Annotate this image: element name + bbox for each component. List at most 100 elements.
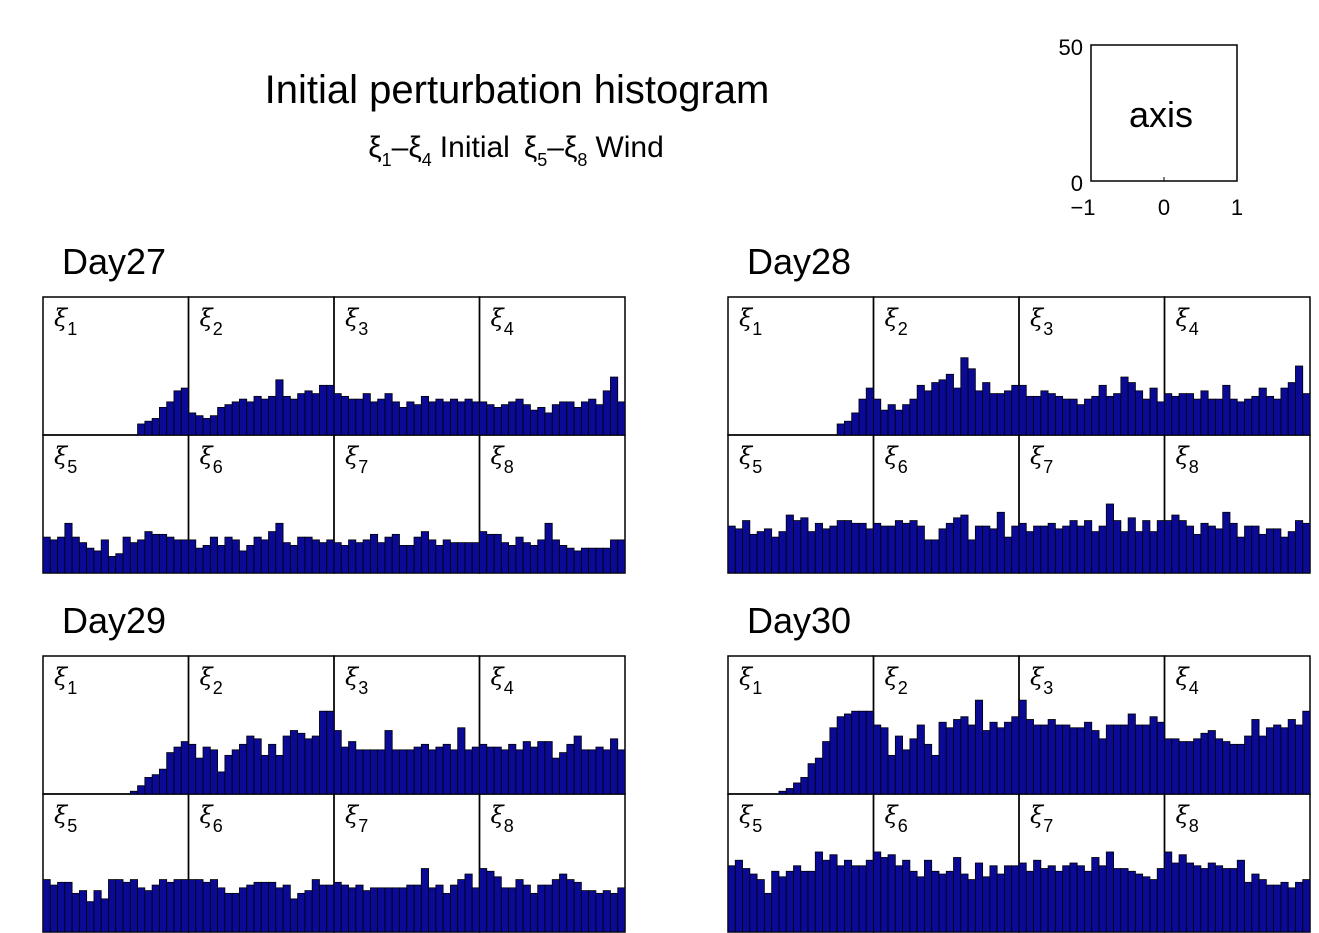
bar-day30-xi6-13 [967,879,976,933]
subtitle-sub-a: 1 [382,150,392,170]
bar-day27-xi5-18 [173,539,182,574]
bar-day30-xi7-6 [1062,865,1071,933]
bar-day29-xi2-16 [304,738,313,795]
bar-day29-xi2-14 [289,730,299,795]
bar-day29-xi5-3 [64,881,73,933]
bar-day29-xi2-4 [217,771,226,795]
bar-day28-xi8-7 [1215,528,1224,574]
bar-day28-xi3-11 [1098,384,1107,436]
bar-day29-xi3-0 [333,730,342,795]
bar-day30-xi6-7 [924,859,933,933]
subtitle-symbol-d: ξ [564,131,577,164]
bar-day28-xi6-2 [887,525,896,574]
bar-day29-xi4-3 [500,749,510,795]
bar-day28-xi8-11 [1244,525,1253,574]
subtitle-label-wind: Wind [595,131,663,164]
bar-day27-xi5-10 [115,553,124,574]
bar-day29-xi2-8 [246,735,255,795]
bar-day30-xi1-18 [858,710,867,795]
bar-day29-xi2-0 [188,743,197,795]
bar-day28-xi5-2 [742,520,751,574]
bar-day27-xi3-6 [377,398,386,436]
bar-day30-xi8-6 [1207,862,1216,933]
bar-day30-xi7-12 [1105,851,1114,933]
bar-day29-xi2-9 [253,738,262,795]
bar-day29-xi4-6 [522,741,531,795]
bar-day29-xi6-16 [304,890,313,933]
bar-day27-xi6-6 [231,539,240,574]
bar-day27-xi4-11 [559,401,568,436]
bar-day29-xi3-1 [340,746,349,795]
bar-day28-xi6-12 [960,514,969,574]
bar-day29-xi8-9 [544,884,553,933]
bar-day28-xi2-7 [924,390,933,436]
bar-day27-xi7-1 [340,545,349,574]
bar-day30-xi4-19 [1302,710,1311,795]
bar-day27-xi7-2 [348,539,357,574]
bar-day29-xi4-15 [588,749,597,795]
bar-day27-xi6-16 [304,536,313,574]
bar-day27-xi8-16 [595,547,604,574]
bar-day28-xi7-15 [1127,517,1136,574]
bar-day27-xi3-7 [384,393,393,436]
bar-day30-xi3-2 [1033,724,1042,795]
bar-day27-xi7-19 [471,542,480,574]
bar-day27-xi5-12 [129,542,138,574]
bar-day29-xi7-7 [384,887,393,933]
bar-day30-xi8-0 [1164,851,1173,933]
bar-day27-xi7-13 [428,539,437,574]
bar-day30-xi7-16 [1135,873,1144,933]
bar-day29-xi6-2 [202,881,211,933]
bar-day30-xi2-0 [873,724,882,795]
panel-label-day28-xi8: ξ8 [1176,442,1199,477]
bar-day28-xi8-14 [1265,528,1275,574]
bar-day28-xi4-4 [1193,398,1202,436]
panel-label-day27-xi4: ξ4 [491,304,514,339]
bar-day28-xi2-9 [938,379,947,436]
bar-day28-xi2-3 [894,409,904,436]
bar-day27-xi2-17 [311,393,320,436]
bar-day30-xi8-3 [1185,862,1195,933]
bar-day29-xi5-13 [137,887,146,933]
bar-day29-xi7-17 [457,879,466,933]
bar-day27-xi1-19 [180,387,189,436]
bar-day27-xi1-13 [137,423,146,436]
bar-day29-xi5-12 [129,879,138,933]
bar-day30-xi6-17 [996,873,1005,933]
bar-day29-xi6-13 [282,884,291,933]
bar-day28-xi6-15 [982,525,991,574]
bar-day30-xi2-18 [1004,721,1013,795]
bar-day29-xi3-2 [348,741,357,795]
bar-day30-xi7-8 [1076,865,1085,933]
bar-day27-xi5-4 [71,536,80,574]
bar-day28-xi7-8 [1076,525,1085,574]
bar-day27-xi8-9 [544,522,553,574]
bar-day30-xi1-14 [829,727,838,795]
bar-day27-xi7-15 [442,539,451,574]
bar-day27-xi2-16 [304,390,313,436]
bar-day30-xi4-11 [1244,735,1253,795]
panel-label-day29-xi3: ξ3 [345,663,368,698]
bar-day30-xi5-8 [785,870,794,933]
bar-day29-xi2-13 [282,735,291,795]
bar-day29-xi5-17 [166,881,175,933]
subtitle-sub-d: 8 [577,150,587,170]
bar-day27-xi3-0 [333,393,342,436]
bar-day30-xi3-0 [1018,699,1027,795]
bar-day29-xi2-11 [268,743,277,795]
bar-day27-xi2-4 [217,406,226,436]
bar-day30-xi6-0 [873,851,882,933]
bar-day28-xi7-2 [1033,525,1042,574]
panel-label-day29-xi6: ξ6 [200,801,223,836]
bar-day30-xi4-3 [1185,741,1195,795]
bar-day28-xi8-6 [1207,525,1216,574]
bar-day29-xi3-17 [457,727,466,795]
bar-day27-xi4-4 [508,401,517,436]
bar-day27-xi3-4 [362,393,371,436]
bar-day28-xi2-12 [960,357,969,436]
bar-day27-xi2-11 [268,395,277,436]
bar-day27-xi4-16 [595,404,604,436]
subtitle-symbol-a: ξ [368,131,381,164]
bar-day28-xi2-18 [1004,390,1013,436]
bar-day28-xi8-13 [1258,533,1267,574]
